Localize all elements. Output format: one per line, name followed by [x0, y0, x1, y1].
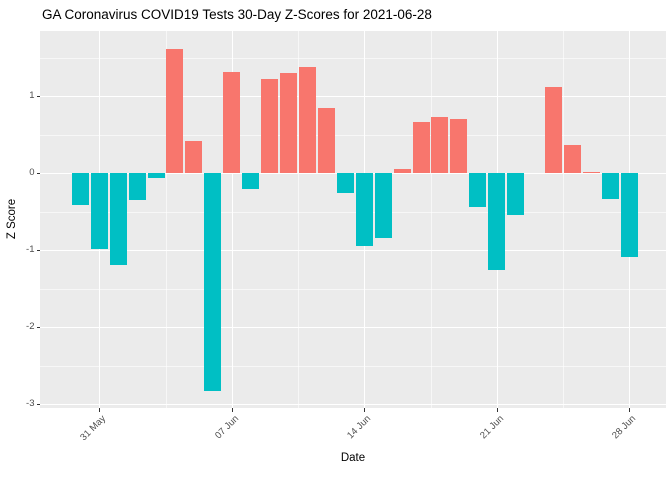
bar: [488, 173, 506, 270]
x-tick-label: 07 Jun: [212, 413, 241, 442]
bar: [393, 169, 411, 174]
bar: [109, 173, 127, 265]
bar: [242, 173, 260, 189]
x-tick-label: 31 May: [78, 413, 109, 444]
y-tick-mark: [36, 96, 40, 98]
bar: [280, 72, 298, 174]
minor-gridline-x: [430, 31, 432, 408]
minor-gridline-y: [40, 57, 666, 59]
x-tick-label: 21 Jun: [477, 413, 506, 442]
bar: [507, 173, 525, 215]
bar: [90, 173, 108, 250]
bar: [147, 173, 165, 178]
x-tick-mark: [231, 408, 233, 412]
bar: [336, 173, 354, 193]
minor-gridline-y: [40, 288, 666, 290]
y-tick-label: 1: [29, 90, 35, 102]
bar: [298, 67, 316, 174]
y-tick-label: -2: [26, 321, 35, 333]
minor-gridline-x: [165, 31, 167, 408]
bar: [450, 119, 468, 174]
bar: [128, 173, 146, 201]
x-tick-label: 28 Jun: [610, 413, 639, 442]
major-gridline-y: [40, 404, 666, 406]
minor-gridline-x: [563, 31, 565, 408]
major-gridline-y: [40, 327, 666, 329]
minor-gridline-y: [40, 211, 666, 213]
bar: [601, 173, 619, 200]
bar: [166, 48, 184, 174]
chart-title: GA Coronavirus COVID19 Tests 30-Day Z-Sc…: [42, 7, 432, 22]
x-tick-mark: [99, 408, 101, 412]
bar: [412, 121, 430, 174]
minor-gridline-y: [40, 365, 666, 367]
y-tick-mark: [36, 327, 40, 329]
bar: [431, 117, 449, 174]
bar: [223, 71, 241, 174]
bar: [545, 87, 563, 174]
bar: [185, 141, 203, 174]
y-tick-mark: [36, 173, 40, 175]
major-gridline-y: [40, 96, 666, 98]
x-axis-title: Date: [340, 452, 366, 464]
plot-panel: [40, 31, 666, 408]
bar: [261, 78, 279, 174]
y-tick-label: -1: [26, 244, 35, 256]
bar: [563, 144, 581, 174]
y-axis-title: Z Score: [6, 198, 18, 240]
major-gridline-y: [40, 250, 666, 252]
minor-gridline-x: [298, 31, 299, 408]
bar: [582, 171, 600, 174]
bar: [374, 173, 392, 238]
major-gridline-x: [231, 31, 233, 408]
x-tick-mark: [496, 408, 498, 412]
y-tick-label: -3: [26, 398, 35, 410]
y-tick-mark: [36, 250, 40, 252]
minor-gridline-y: [40, 134, 666, 136]
bar: [620, 173, 638, 258]
x-tick-mark: [364, 408, 366, 412]
x-tick-mark: [629, 408, 631, 412]
bar: [204, 173, 222, 392]
bar: [71, 173, 89, 205]
bar: [355, 173, 373, 247]
y-tick-label: 0: [29, 167, 35, 179]
bar: [317, 107, 335, 174]
y-tick-mark: [36, 404, 40, 406]
bar: [469, 173, 487, 208]
